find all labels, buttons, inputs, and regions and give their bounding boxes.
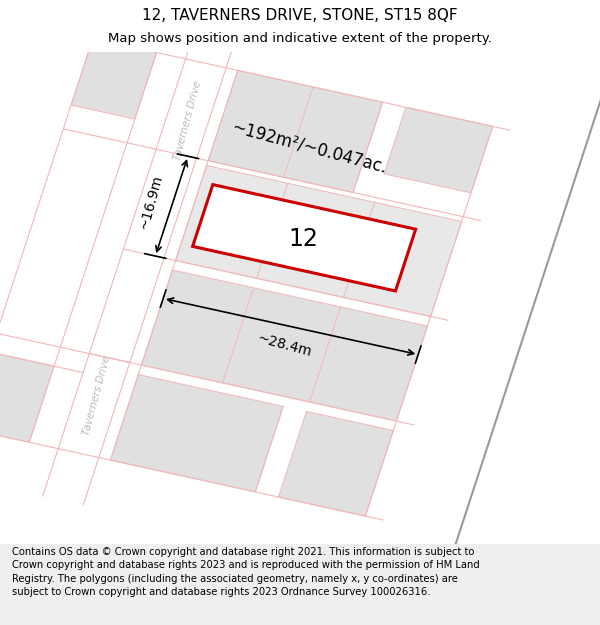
Text: 12: 12 xyxy=(289,227,319,251)
Polygon shape xyxy=(110,374,283,492)
Text: Taverners Drive: Taverners Drive xyxy=(82,355,113,437)
Polygon shape xyxy=(0,352,54,442)
Polygon shape xyxy=(142,270,428,421)
Polygon shape xyxy=(176,166,461,316)
Text: Map shows position and indicative extent of the property.: Map shows position and indicative extent… xyxy=(108,32,492,45)
Polygon shape xyxy=(278,411,394,516)
Text: ~28.4m: ~28.4m xyxy=(256,331,313,359)
Text: Taverners Drive: Taverners Drive xyxy=(172,79,203,161)
Polygon shape xyxy=(208,71,383,192)
Text: Contains OS data © Crown copyright and database right 2021. This information is : Contains OS data © Crown copyright and d… xyxy=(12,548,480,597)
Polygon shape xyxy=(193,184,416,291)
Polygon shape xyxy=(384,107,493,193)
Text: ~192m²/~0.047ac.: ~192m²/~0.047ac. xyxy=(229,118,389,177)
Text: 12, TAVERNERS DRIVE, STONE, ST15 8QF: 12, TAVERNERS DRIVE, STONE, ST15 8QF xyxy=(142,8,458,22)
Polygon shape xyxy=(71,39,157,119)
Text: ~16.9m: ~16.9m xyxy=(137,173,166,231)
